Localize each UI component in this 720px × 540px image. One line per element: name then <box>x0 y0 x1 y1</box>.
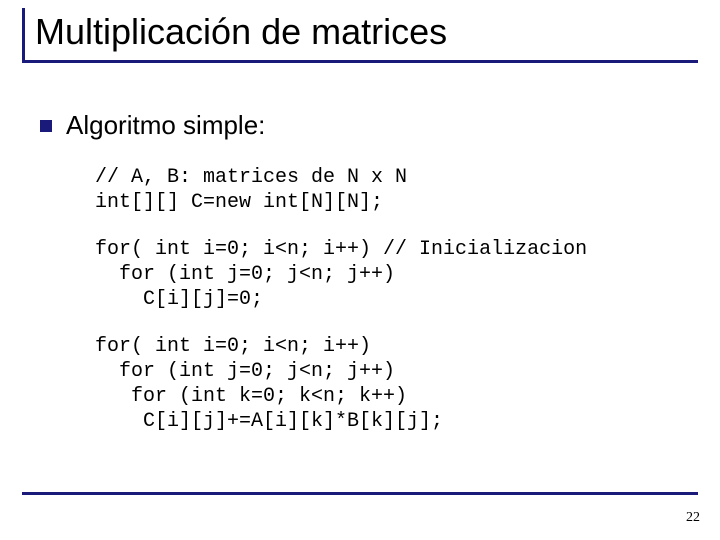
title-bar: Multiplicación de matrices <box>22 8 698 63</box>
slide: Multiplicación de matrices Algoritmo sim… <box>0 0 720 540</box>
bullet-text: Algoritmo simple: <box>66 110 265 141</box>
code-block-3: for( int i=0; i<n; i++) for (int j=0; j<… <box>95 334 680 434</box>
square-bullet-icon <box>40 120 52 132</box>
bullet-item: Algoritmo simple: <box>40 110 680 141</box>
slide-content: Algoritmo simple: // A, B: matrices de N… <box>40 110 680 456</box>
code-block-1: // A, B: matrices de N x N int[][] C=new… <box>95 165 680 215</box>
slide-title: Multiplicación de matrices <box>25 8 698 63</box>
code-block-2: for( int i=0; i<n; i++) // Inicializacio… <box>95 237 680 312</box>
bottom-rule <box>22 492 698 495</box>
page-number: 22 <box>686 510 700 526</box>
